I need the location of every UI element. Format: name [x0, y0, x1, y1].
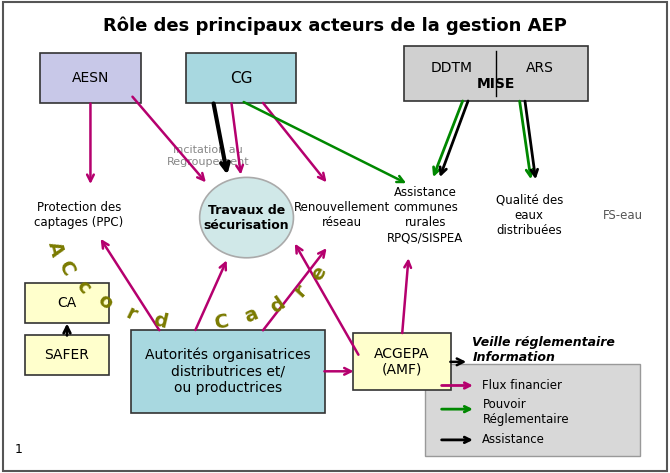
Text: c: c — [72, 277, 94, 298]
Text: Veille réglementaire
Information: Veille réglementaire Information — [472, 336, 615, 364]
Text: AESN: AESN — [72, 71, 109, 85]
Text: FS-eau: FS-eau — [603, 209, 643, 222]
Ellipse shape — [200, 177, 293, 258]
Text: Autorités organisatrices
distributrices et/
ou productrices: Autorités organisatrices distributrices … — [145, 348, 311, 395]
Text: ARS: ARS — [526, 61, 554, 75]
FancyBboxPatch shape — [40, 53, 141, 103]
Text: ACGEPA
(AMF): ACGEPA (AMF) — [375, 347, 429, 377]
Text: Assistance
communes
rurales
RPQS/SISPEA: Assistance communes rurales RPQS/SISPEA — [387, 186, 464, 244]
Text: o: o — [94, 290, 117, 314]
Text: Incitation au
Regroupement: Incitation au Regroupement — [166, 145, 249, 167]
FancyBboxPatch shape — [25, 283, 109, 323]
FancyBboxPatch shape — [131, 330, 325, 412]
Text: Flux financier: Flux financier — [482, 379, 562, 392]
Text: Protection des
captages (PPC): Protection des captages (PPC) — [34, 201, 124, 229]
Text: CA: CA — [58, 296, 76, 310]
FancyBboxPatch shape — [354, 333, 450, 390]
FancyBboxPatch shape — [3, 2, 667, 471]
Text: d: d — [151, 310, 170, 332]
FancyBboxPatch shape — [425, 364, 640, 456]
Text: r: r — [123, 303, 140, 324]
Text: d: d — [267, 293, 289, 317]
Text: SAFER: SAFER — [45, 348, 89, 362]
Text: C: C — [54, 258, 78, 280]
Text: Pouvoir
Réglementaire: Pouvoir Réglementaire — [482, 398, 569, 427]
Text: MISE: MISE — [476, 77, 515, 91]
Text: CG: CG — [230, 70, 253, 86]
Text: A: A — [44, 239, 66, 258]
Text: Renouvellement
réseau: Renouvellement réseau — [293, 201, 390, 229]
Text: Assistance: Assistance — [482, 433, 545, 447]
Text: DDTM: DDTM — [430, 61, 472, 75]
Text: Rôle des principaux acteurs de la gestion AEP: Rôle des principaux acteurs de la gestio… — [103, 17, 567, 35]
Text: C: C — [212, 312, 230, 333]
Text: 1: 1 — [15, 444, 23, 456]
Text: Qualité des
eaux
distribuées: Qualité des eaux distribuées — [496, 194, 563, 236]
Text: e: e — [308, 263, 330, 284]
FancyBboxPatch shape — [403, 46, 588, 101]
Text: r: r — [291, 281, 311, 301]
FancyBboxPatch shape — [25, 335, 109, 375]
Text: a: a — [241, 305, 261, 327]
Text: Travaux de
sécurisation: Travaux de sécurisation — [204, 203, 289, 232]
FancyBboxPatch shape — [186, 53, 297, 103]
